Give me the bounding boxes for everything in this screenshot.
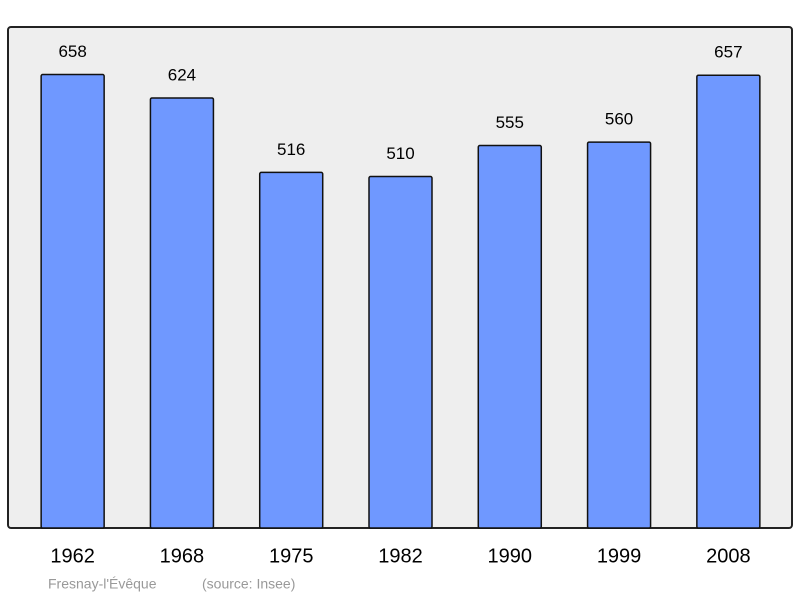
x-tick-label: 1982 (378, 545, 423, 567)
chart-title: Fresnay-l'Évêque (48, 576, 157, 592)
x-tick-label: 2008 (706, 545, 751, 567)
bar (477, 144, 543, 529)
bar (258, 171, 324, 529)
x-tick-label: 1990 (488, 545, 533, 567)
x-tick-label: 1999 (597, 545, 642, 567)
bar (149, 97, 215, 529)
value-label: 555 (496, 113, 524, 132)
x-tick-label: 1968 (160, 545, 205, 567)
value-label: 560 (605, 110, 633, 129)
bar (40, 73, 105, 529)
value-label: 624 (168, 65, 196, 84)
value-label: 658 (58, 42, 86, 61)
value-label: 516 (277, 140, 305, 159)
value-label: 657 (714, 43, 742, 62)
value-label: 510 (386, 144, 414, 163)
source-note: (source: Insee) (202, 576, 295, 592)
bar (586, 141, 652, 529)
x-tick-label: 1962 (50, 545, 95, 567)
bar (368, 175, 433, 529)
bar (696, 74, 761, 529)
x-tick-label: 1975 (269, 545, 314, 567)
